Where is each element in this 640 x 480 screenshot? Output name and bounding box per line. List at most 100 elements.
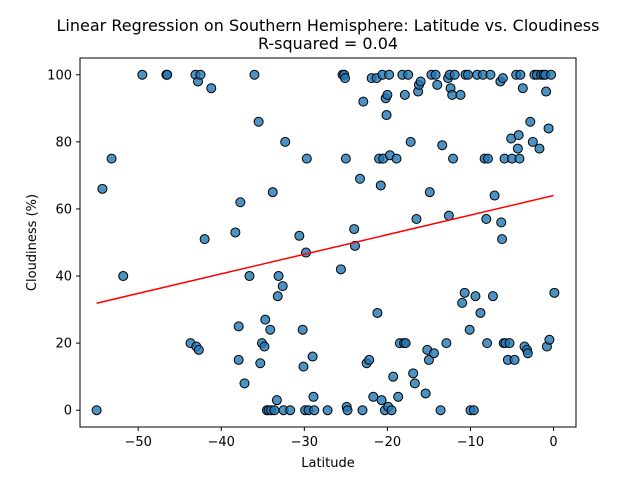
data-point bbox=[364, 354, 375, 365]
data-point bbox=[432, 79, 443, 90]
data-point bbox=[409, 378, 420, 389]
data-point bbox=[273, 271, 284, 282]
chart-title: Linear Regression on Southern Hemisphere… bbox=[57, 16, 600, 35]
data-point bbox=[255, 358, 266, 369]
data-point bbox=[271, 395, 282, 406]
data-point bbox=[403, 69, 414, 80]
data-points bbox=[91, 69, 560, 416]
data-point bbox=[448, 153, 459, 164]
data-point bbox=[415, 76, 426, 87]
y-tick-label: 100 bbox=[47, 68, 72, 83]
y-tick-label: 80 bbox=[55, 135, 72, 150]
data-point bbox=[357, 405, 368, 416]
data-point bbox=[301, 153, 312, 164]
data-point bbox=[340, 153, 351, 164]
data-point bbox=[342, 405, 353, 416]
data-point bbox=[322, 405, 333, 416]
data-point bbox=[267, 187, 278, 198]
x-tick-label: −40 bbox=[208, 435, 235, 450]
data-point bbox=[504, 338, 515, 349]
y-axis-ticks: 0 20 40 60 80 100 bbox=[47, 68, 80, 419]
data-point bbox=[485, 69, 496, 80]
plot-frame bbox=[79, 57, 577, 428]
data-point bbox=[482, 338, 493, 349]
data-point bbox=[470, 291, 481, 302]
data-point bbox=[340, 73, 351, 84]
data-point bbox=[497, 234, 508, 245]
y-tick-label: 20 bbox=[55, 337, 72, 352]
data-point bbox=[349, 224, 360, 235]
data-point bbox=[435, 405, 446, 416]
data-point bbox=[468, 405, 479, 416]
data-point bbox=[307, 351, 318, 362]
data-point bbox=[459, 287, 470, 298]
data-point bbox=[162, 69, 173, 80]
data-point bbox=[464, 324, 475, 335]
data-point bbox=[206, 83, 217, 94]
data-point bbox=[462, 69, 473, 80]
data-point bbox=[487, 291, 498, 302]
data-point bbox=[527, 136, 538, 147]
x-tick-label: −20 bbox=[374, 435, 401, 450]
data-point bbox=[388, 371, 399, 382]
data-point bbox=[517, 83, 528, 94]
data-point bbox=[541, 86, 552, 97]
y-tick-label: 0 bbox=[64, 404, 72, 419]
data-point bbox=[265, 324, 276, 335]
data-point bbox=[447, 89, 458, 100]
data-point bbox=[515, 69, 526, 80]
data-point bbox=[437, 140, 448, 151]
data-point bbox=[354, 173, 365, 184]
data-point bbox=[525, 116, 536, 127]
y-tick-label: 40 bbox=[55, 270, 72, 285]
data-point bbox=[233, 354, 244, 365]
data-point bbox=[308, 391, 319, 402]
data-point bbox=[280, 136, 291, 147]
data-point bbox=[424, 187, 435, 198]
data-point bbox=[375, 180, 386, 191]
data-point bbox=[382, 89, 393, 100]
x-axis-label: Latitude bbox=[301, 456, 355, 471]
data-point bbox=[441, 338, 452, 349]
data-point bbox=[259, 341, 270, 352]
data-point bbox=[244, 271, 255, 282]
x-tick-label: −10 bbox=[457, 435, 484, 450]
data-point bbox=[297, 324, 308, 335]
data-point bbox=[260, 314, 271, 325]
data-point bbox=[430, 69, 441, 80]
y-axis-label: Cloudiness (%) bbox=[25, 194, 40, 291]
data-point bbox=[309, 405, 320, 416]
data-point bbox=[489, 190, 500, 201]
data-point bbox=[199, 234, 210, 245]
data-point bbox=[239, 378, 250, 389]
data-point bbox=[298, 361, 309, 372]
data-point bbox=[481, 214, 492, 225]
data-point bbox=[137, 69, 148, 80]
data-point bbox=[544, 334, 555, 345]
data-point bbox=[235, 197, 246, 208]
data-point bbox=[408, 368, 419, 379]
data-point bbox=[513, 130, 524, 141]
data-point bbox=[384, 69, 395, 80]
data-point bbox=[97, 183, 108, 194]
data-point bbox=[405, 136, 416, 147]
x-tick-label: −50 bbox=[124, 435, 151, 450]
data-point bbox=[428, 348, 439, 359]
data-point bbox=[253, 116, 264, 127]
data-point bbox=[420, 388, 431, 399]
data-point bbox=[230, 227, 241, 238]
data-point bbox=[358, 96, 369, 107]
data-point bbox=[543, 123, 554, 134]
data-point bbox=[368, 391, 379, 402]
data-point bbox=[457, 297, 468, 308]
data-point bbox=[269, 405, 280, 416]
x-tick-label: −30 bbox=[291, 435, 318, 450]
data-point bbox=[193, 344, 204, 355]
data-point bbox=[411, 214, 422, 225]
data-point bbox=[534, 143, 545, 154]
data-point bbox=[91, 405, 102, 416]
data-point bbox=[512, 143, 523, 154]
data-point bbox=[285, 405, 296, 416]
